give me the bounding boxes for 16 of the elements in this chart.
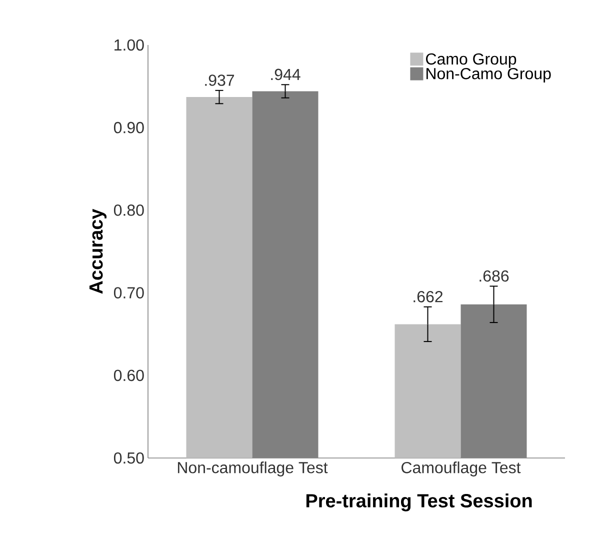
y-tick-label: 0.70 (114, 287, 144, 298)
data-label: .944 (271, 68, 300, 80)
y-tick-label: 0.50 (114, 452, 144, 464)
data-label: .686 (480, 270, 509, 282)
legend-label: Camo Group (426, 53, 516, 68)
x-axis-title: Pre-training Test Session (306, 494, 532, 512)
y-tick-label: 1.00 (114, 39, 144, 51)
x-tick-label: Camouflage Test (402, 462, 521, 476)
y-tick-label: 0.80 (114, 204, 144, 216)
data-label: .662 (414, 290, 443, 302)
y-axis-title: Accuracy (89, 208, 106, 294)
data-label: .937 (205, 74, 234, 86)
y-tick-label: 0.90 (114, 122, 144, 134)
y-tick-label: 0.60 (114, 370, 144, 382)
x-tick-label: Non-camouflage Test (178, 462, 328, 476)
legend-label: Non-Camo Group (426, 68, 551, 82)
